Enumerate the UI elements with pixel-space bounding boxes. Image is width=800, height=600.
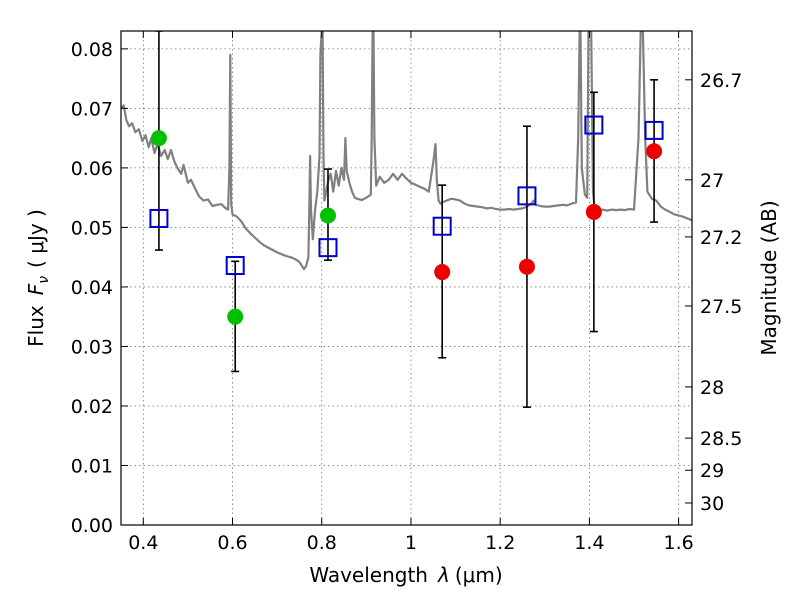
y-tick-label: 0.04 (71, 277, 113, 299)
observed-point (585, 203, 602, 220)
y-tick-label: 0.02 (71, 396, 113, 418)
y-tick-label: 0.07 (71, 98, 113, 120)
y-tick-label: 0.01 (71, 455, 113, 477)
x-tick-label: 1.4 (574, 532, 604, 554)
y2-tick-label: 27.5 (700, 296, 742, 318)
x-tick-label: 1.6 (664, 532, 694, 554)
plot-background (121, 31, 692, 525)
y2-tick-label: 27.2 (700, 227, 742, 249)
model-point (584, 115, 604, 135)
x-tick-label: 0.6 (217, 532, 247, 554)
model-point (225, 256, 245, 276)
x-tick-label: 1.2 (485, 532, 515, 554)
y-axis-ticks: 0.00 0.01 0.02 0.03 0.04 0.05 0.06 0.07 0.08 (71, 39, 128, 537)
model-point (644, 120, 664, 140)
y-tick-label: 0.03 (71, 336, 113, 358)
x-tick-label: 0.4 (128, 532, 158, 554)
y2-tick-label: 28 (700, 377, 724, 399)
observed-point (150, 130, 167, 147)
y-tick-label: 0.08 (71, 39, 113, 61)
observed-point (319, 207, 336, 224)
y2-tick-label: 27 (700, 170, 724, 192)
x-axis-label: Wavelength λ (μm) (309, 563, 502, 587)
observed-point (518, 258, 535, 275)
model-point (318, 238, 338, 258)
y2-axis-label: Magnitude (AB) (757, 200, 781, 355)
x-tick-label: 1 (405, 532, 417, 554)
y2-tick-label: 28.5 (700, 428, 742, 450)
model-point (432, 216, 452, 236)
y-tick-label: 0.06 (71, 158, 113, 180)
y-tick-label: 0.05 (71, 217, 113, 239)
y2-axis-ticks: 26.7 27 27.2 27.5 28 28.5 29 30 (685, 70, 742, 515)
x-tick-label: 0.8 (307, 532, 337, 554)
y2-tick-label: 26.7 (700, 70, 742, 92)
y-tick-label: 0.00 (71, 515, 113, 537)
plot-frame (120, 30, 693, 526)
x-axis-ticks: 0.4 0.6 0.8 1 1.2 1.4 1.6 (128, 31, 694, 554)
y-axis-label: FluxFν( μJy ) (24, 209, 52, 347)
observed-points (150, 130, 663, 325)
model-point (149, 208, 169, 228)
spectrum-series (121, 31, 692, 271)
observed-point (646, 143, 663, 160)
model-point (517, 186, 537, 206)
model-points (149, 115, 664, 276)
spectrum-line (121, 31, 692, 271)
y2-tick-label: 30 (700, 493, 724, 515)
observed-point (434, 264, 451, 281)
observed-point (227, 308, 244, 325)
y2-tick-label: 29 (700, 460, 724, 482)
